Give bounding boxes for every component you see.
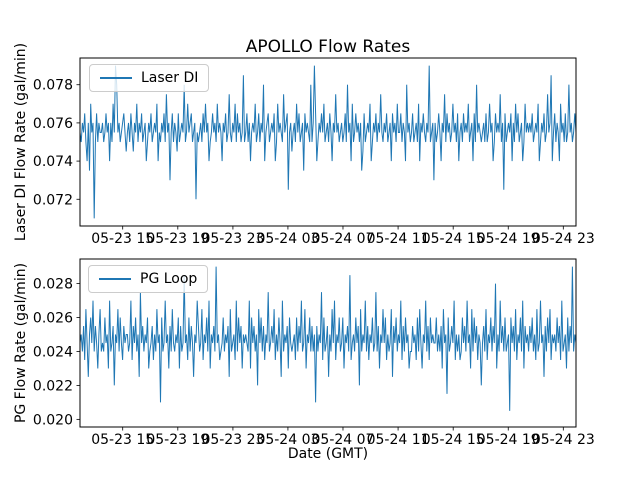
x-tick-label: 05-24 19 [477, 432, 540, 448]
x-tick-label: 05-23 19 [146, 231, 209, 247]
legend-pg-loop: PG Loop [88, 265, 209, 293]
chart-title: APOLLO Flow Rates [245, 37, 411, 57]
y-tick-label: 0.022 [33, 378, 73, 394]
series-line-laser-di [79, 65, 577, 219]
legend-label: PG Loop [140, 271, 198, 287]
x-tick-label: 05-23 23 [201, 231, 264, 247]
y-axis-label-pg: PG Flow Rate (gal/min) [13, 262, 29, 424]
y-tick-label: 0.028 [33, 277, 73, 293]
x-tick-label: 05-24 23 [532, 432, 595, 448]
x-tick-label: 05-24 23 [532, 231, 595, 247]
axes-frame [79, 57, 577, 227]
x-tick-label: 05-24 03 [256, 432, 319, 448]
y-tick-label: 0.024 [33, 344, 73, 360]
x-tick-label: 05-24 11 [367, 231, 430, 247]
x-tick-label: 05-24 15 [422, 432, 485, 448]
y-tick-label: 0.074 [33, 154, 73, 170]
x-tick-label: 05-24 03 [256, 231, 319, 247]
axes-frame [79, 258, 577, 428]
x-tick-label: 05-24 11 [367, 432, 430, 448]
y-tick-label: 0.026 [33, 311, 73, 327]
x-tick-label: 05-23 23 [201, 432, 264, 448]
x-tick-label: 05-24 07 [312, 231, 375, 247]
x-tick-label: 05-24 07 [312, 432, 375, 448]
legend-line-sample [100, 77, 132, 79]
x-axis-label: Date (GMT) [287, 446, 369, 462]
x-tick-label: 05-23 19 [146, 432, 209, 448]
y-tick-label: 0.072 [33, 192, 73, 208]
y-tick-label: 0.076 [33, 116, 73, 132]
x-tick-label: 05-23 15 [91, 231, 154, 247]
x-tick-label: 05-24 19 [477, 231, 540, 247]
y-tick-label: 0.020 [33, 412, 73, 428]
legend-label: Laser DI [141, 70, 199, 86]
y-tick-label: 0.078 [33, 78, 73, 94]
legend-line-sample [99, 278, 131, 280]
legend-laser-di: Laser DI [89, 64, 210, 92]
x-tick-label: 05-24 15 [422, 231, 485, 247]
y-axis-label-laser-di: Laser DI Flow Rate (gal/min) [13, 42, 29, 242]
series-line-pg-loop [79, 266, 577, 411]
x-tick-label: 05-23 15 [91, 432, 154, 448]
